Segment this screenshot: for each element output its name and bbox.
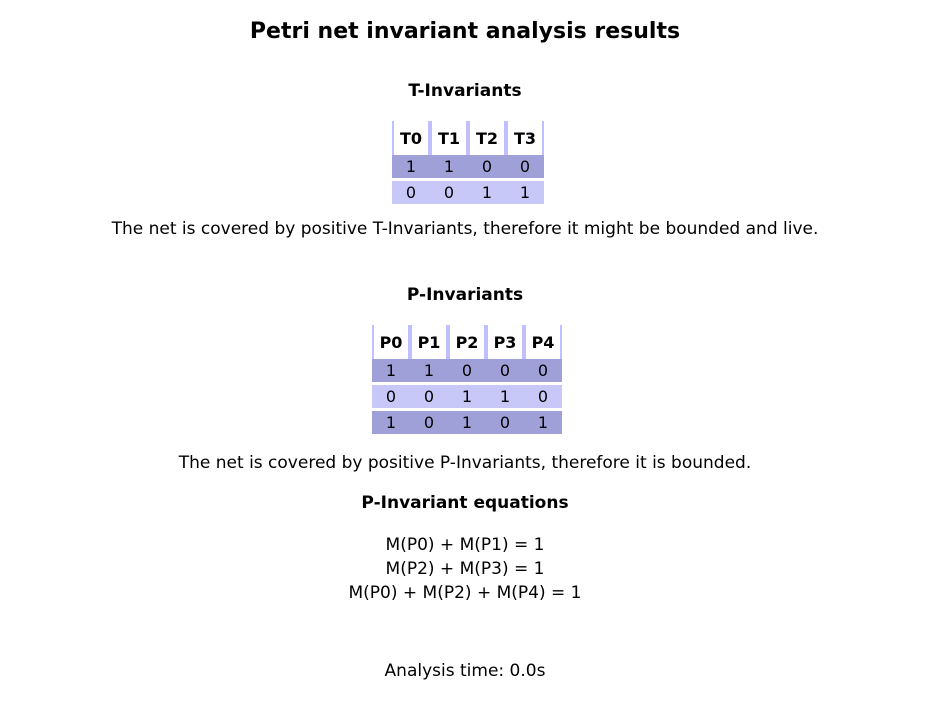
- table-row: 0 0 1 1: [392, 181, 544, 204]
- column-header-p1: P1: [410, 325, 448, 359]
- table-cell: 1: [448, 385, 486, 411]
- table-cell: 1: [392, 155, 430, 181]
- t-invariants-conclusion: The net is covered by positive T-Invaria…: [111, 219, 819, 239]
- table-cell: 1: [468, 181, 506, 204]
- table-cell: 1: [506, 181, 544, 204]
- column-header-p0: P0: [372, 325, 410, 359]
- column-header-t1: T1: [430, 121, 468, 155]
- p-invariants-conclusion: The net is covered by positive P-Invaria…: [178, 453, 752, 473]
- table-cell: 1: [430, 155, 468, 181]
- column-header-p4: P4: [524, 325, 562, 359]
- table-cell: 0: [468, 155, 506, 181]
- p-invariants-heading: P-Invariants: [406, 285, 524, 305]
- table-row: 0 0 1 1 0: [372, 385, 562, 411]
- table-cell: 0: [524, 359, 562, 385]
- equation-line: M(P2) + M(P3) = 1: [385, 559, 545, 579]
- table-cell: 0: [486, 411, 524, 434]
- column-header-t0: T0: [392, 121, 430, 155]
- t-invariants-table: T0 T1 T2 T3 1 1 0 0 0 0 1 1: [392, 121, 544, 204]
- table-cell: 1: [372, 411, 410, 434]
- table-cell: 1: [448, 411, 486, 434]
- page-title: Petri net invariant analysis results: [249, 19, 681, 44]
- table-cell: 0: [410, 411, 448, 434]
- column-header-p2: P2: [448, 325, 486, 359]
- p-invariant-equations-heading: P-Invariant equations: [361, 493, 569, 513]
- t-invariants-heading: T-Invariants: [408, 81, 522, 101]
- table-cell: 1: [524, 411, 562, 434]
- table-row: 1 1 0 0: [392, 155, 544, 181]
- table-cell: 0: [410, 385, 448, 411]
- table-cell: 0: [430, 181, 468, 204]
- analysis-time: Analysis time: 0.0s: [384, 661, 546, 681]
- table-cell: 0: [392, 181, 430, 204]
- table-header-row: T0 T1 T2 T3: [392, 121, 544, 155]
- table-cell: 1: [372, 359, 410, 385]
- table-cell: 0: [372, 385, 410, 411]
- equation-line: M(P0) + M(P2) + M(P4) = 1: [348, 583, 582, 603]
- p-invariants-table: P0 P1 P2 P3 P4 1 1 0 0 0 0 0 1 1 0 1 0 1…: [372, 325, 562, 434]
- table-cell: 1: [410, 359, 448, 385]
- column-header-t2: T2: [468, 121, 506, 155]
- table-row: 1 0 1 0 1: [372, 411, 562, 434]
- table-cell: 0: [448, 359, 486, 385]
- table-cell: 1: [486, 385, 524, 411]
- column-header-p3: P3: [486, 325, 524, 359]
- table-cell: 0: [486, 359, 524, 385]
- column-header-t3: T3: [506, 121, 544, 155]
- table-cell: 0: [524, 385, 562, 411]
- equation-line: M(P0) + M(P1) = 1: [385, 535, 545, 555]
- table-cell: 0: [506, 155, 544, 181]
- table-row: 1 1 0 0 0: [372, 359, 562, 385]
- table-header-row: P0 P1 P2 P3 P4: [372, 325, 562, 359]
